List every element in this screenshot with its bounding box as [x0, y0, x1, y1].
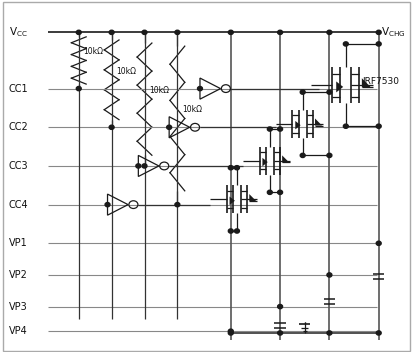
Circle shape [228, 229, 233, 233]
Circle shape [327, 273, 332, 277]
Text: 10kΩ: 10kΩ [84, 47, 104, 56]
Text: V$_{\rm CHG}$: V$_{\rm CHG}$ [381, 25, 406, 39]
Text: IRF7530: IRF7530 [362, 77, 399, 86]
Polygon shape [315, 119, 322, 126]
Circle shape [376, 30, 381, 35]
Polygon shape [336, 82, 343, 92]
Circle shape [278, 190, 282, 195]
Polygon shape [295, 121, 301, 130]
Circle shape [300, 153, 305, 157]
Circle shape [278, 127, 282, 131]
Circle shape [76, 30, 81, 35]
Text: VP4: VP4 [9, 326, 28, 336]
Text: 10kΩ: 10kΩ [116, 66, 137, 76]
Text: CC4: CC4 [9, 200, 28, 210]
Circle shape [235, 166, 240, 170]
Circle shape [267, 190, 272, 195]
Circle shape [376, 124, 381, 128]
Text: 10kΩ: 10kΩ [150, 86, 169, 95]
Circle shape [327, 331, 332, 335]
Circle shape [136, 164, 141, 168]
Circle shape [197, 86, 202, 91]
Circle shape [235, 229, 240, 233]
Polygon shape [362, 78, 371, 87]
Circle shape [228, 166, 233, 170]
Circle shape [278, 305, 282, 309]
Circle shape [228, 329, 233, 333]
Circle shape [343, 42, 348, 46]
Circle shape [105, 203, 110, 207]
Circle shape [376, 331, 381, 335]
Circle shape [327, 90, 332, 94]
Circle shape [343, 124, 348, 128]
Circle shape [327, 153, 332, 157]
Circle shape [142, 30, 147, 35]
Circle shape [278, 30, 282, 35]
Polygon shape [230, 197, 235, 205]
Polygon shape [282, 155, 289, 162]
Text: 10kΩ: 10kΩ [182, 105, 202, 114]
Circle shape [109, 125, 114, 130]
Circle shape [300, 90, 305, 94]
Text: VP1: VP1 [9, 238, 28, 248]
Circle shape [109, 30, 114, 35]
Polygon shape [262, 158, 268, 166]
Text: CC1: CC1 [9, 84, 28, 94]
Text: VP3: VP3 [9, 301, 28, 312]
Text: CC2: CC2 [9, 122, 28, 132]
Circle shape [175, 203, 180, 207]
Text: V$_{\rm CC}$: V$_{\rm CC}$ [9, 25, 28, 39]
Circle shape [76, 86, 81, 91]
Circle shape [142, 164, 147, 168]
Circle shape [376, 241, 381, 245]
Text: VP2: VP2 [9, 270, 28, 280]
FancyBboxPatch shape [3, 2, 410, 351]
Circle shape [228, 331, 233, 335]
Circle shape [278, 331, 282, 335]
Circle shape [228, 30, 233, 35]
Circle shape [167, 125, 172, 130]
Circle shape [175, 30, 180, 35]
Circle shape [267, 127, 272, 131]
Circle shape [376, 42, 381, 46]
Circle shape [327, 30, 332, 35]
Polygon shape [249, 194, 256, 201]
Text: CC3: CC3 [9, 161, 28, 171]
